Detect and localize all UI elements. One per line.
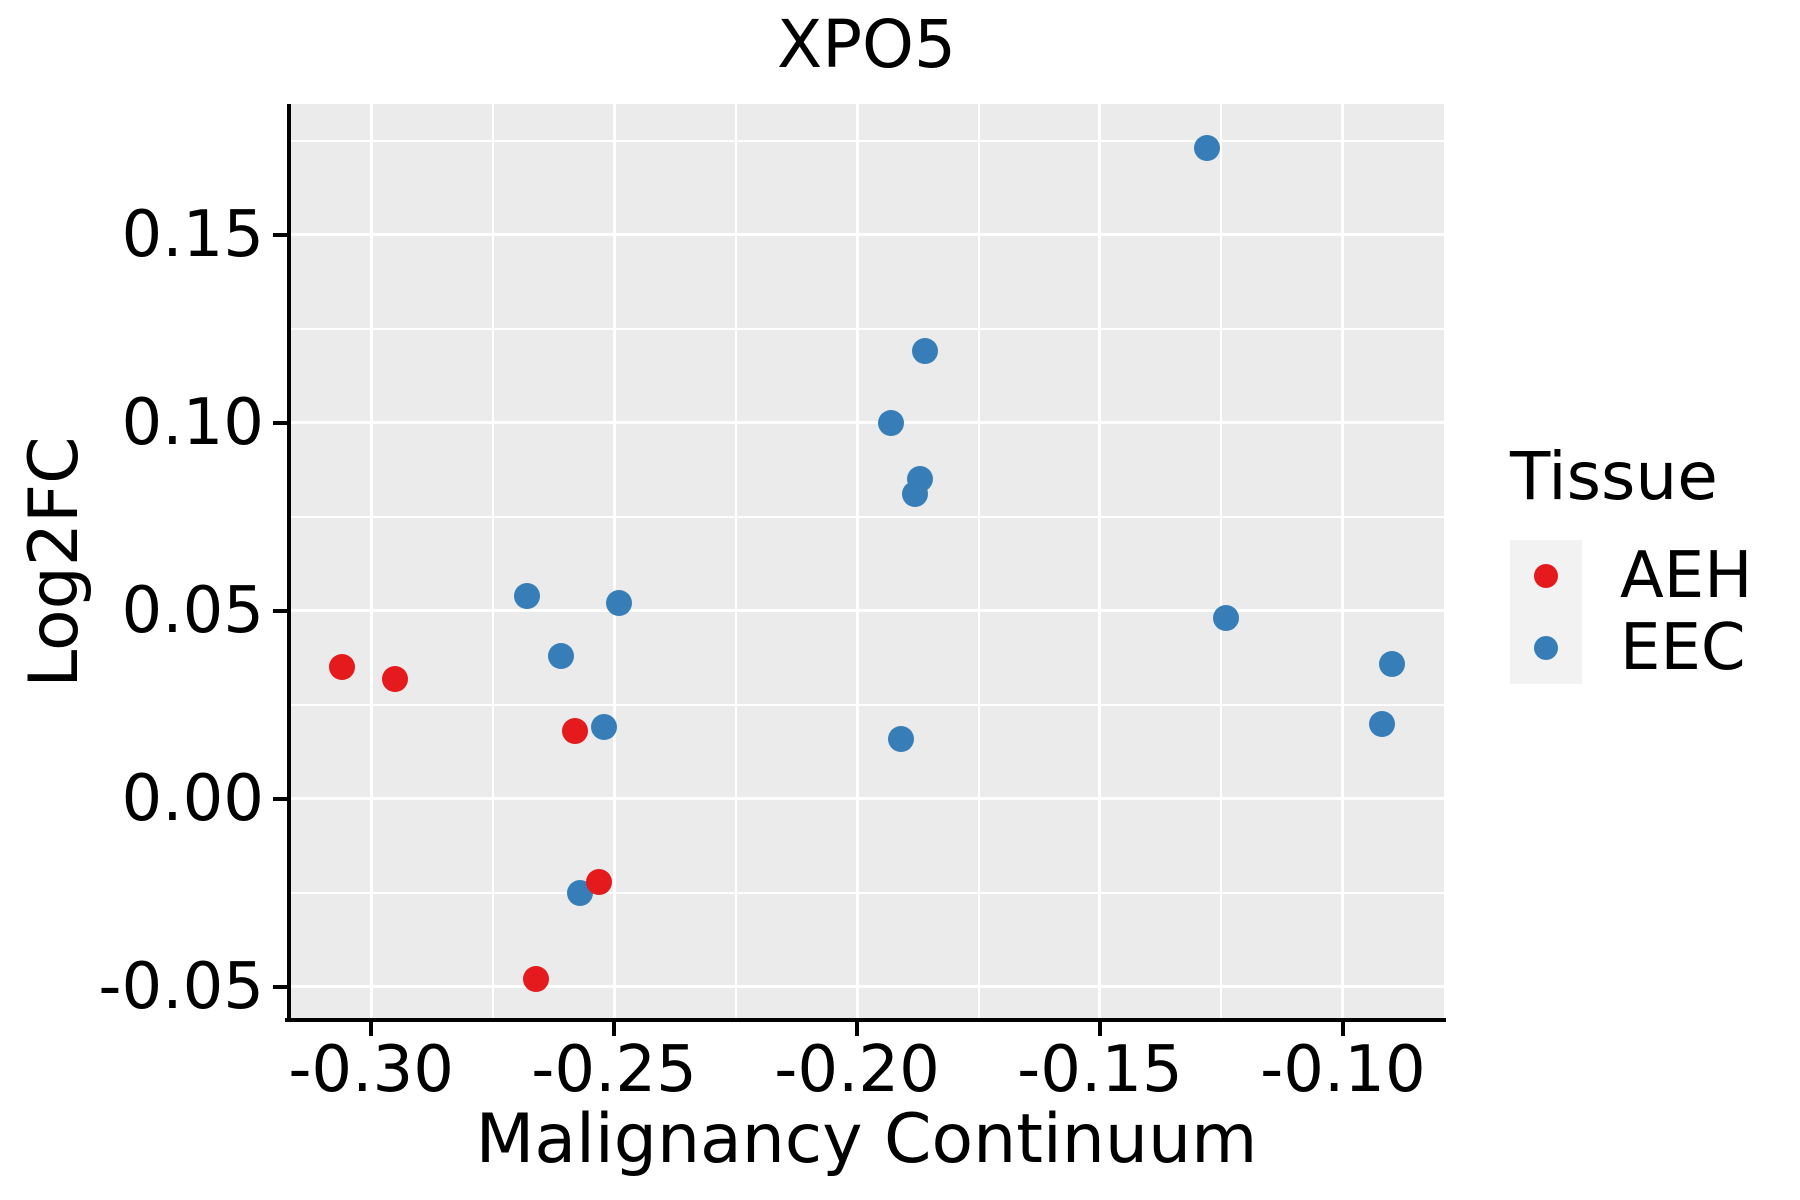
- y-tick-label: 0.15: [121, 197, 265, 272]
- x-tick-mark: [855, 1022, 860, 1036]
- minor-gridline-x: [1220, 104, 1223, 1020]
- major-gridline-x: [1341, 104, 1345, 1020]
- minor-gridline-x: [977, 104, 980, 1020]
- x-tick-label: -0.15: [1017, 1033, 1183, 1107]
- y-tick-label: -0.05: [98, 949, 264, 1024]
- legend-label: EEC: [1620, 611, 1746, 685]
- major-gridline-y: [289, 797, 1444, 801]
- x-tick-label: -0.10: [1260, 1033, 1426, 1107]
- x-axis-title: Malignancy Continuum: [475, 1100, 1258, 1179]
- x-tick-mark: [1097, 1022, 1102, 1036]
- data-point-eec: [907, 466, 934, 493]
- x-tick-mark: [369, 1022, 374, 1036]
- aeh-dot-icon: [1534, 564, 1558, 588]
- minor-gridline-y: [289, 891, 1444, 894]
- major-gridline-y: [289, 985, 1444, 989]
- y-tick-mark: [273, 984, 287, 989]
- data-point-eec: [605, 590, 632, 617]
- y-tick-mark: [273, 796, 287, 801]
- data-point-eec: [887, 725, 914, 752]
- legend-key: [1510, 540, 1582, 612]
- chart-title: XPO5: [777, 6, 956, 83]
- major-gridline-y: [289, 421, 1444, 425]
- minor-gridline-y: [289, 703, 1444, 706]
- y-tick-mark: [273, 232, 287, 237]
- data-point-eec: [547, 643, 574, 669]
- data-point-aeh: [562, 718, 589, 745]
- x-tick-mark: [1340, 1022, 1345, 1036]
- data-point-eec: [912, 338, 939, 365]
- y-axis-spine: [287, 104, 291, 1022]
- major-gridline-x: [612, 104, 616, 1020]
- x-tick-label: -0.30: [288, 1033, 454, 1107]
- legend-key: [1510, 612, 1582, 684]
- data-point-eec: [878, 409, 905, 436]
- minor-gridline-y: [289, 515, 1444, 518]
- x-tick-label: -0.20: [774, 1033, 940, 1107]
- y-tick-label: 0.10: [121, 385, 265, 460]
- data-point-aeh: [586, 868, 613, 895]
- legend-entries: AEH EEC: [1510, 540, 1752, 684]
- data-point-eec: [1378, 650, 1405, 677]
- data-point-eec: [1193, 135, 1220, 162]
- minor-gridline-x: [734, 104, 737, 1020]
- data-point-aeh: [382, 665, 409, 692]
- data-point-eec: [1368, 710, 1395, 737]
- y-axis-title: Log2FC: [15, 436, 94, 688]
- data-point-eec: [1213, 605, 1240, 632]
- y-tick-mark: [273, 420, 287, 425]
- legend-label: AEH: [1620, 539, 1753, 613]
- y-tick-mark: [273, 608, 287, 613]
- x-tick-label: -0.25: [531, 1033, 697, 1107]
- major-gridline-x: [1098, 104, 1102, 1020]
- major-gridline-x: [369, 104, 373, 1020]
- data-point-eec: [591, 714, 618, 741]
- major-gridline-x: [855, 104, 859, 1020]
- eec-dot-icon: [1534, 636, 1558, 660]
- data-point-eec: [513, 582, 540, 609]
- minor-gridline-y: [289, 139, 1444, 142]
- legend: Tissue AEH EEC: [1510, 444, 1752, 684]
- x-tick-mark: [612, 1022, 617, 1036]
- legend-entry-eec: EEC: [1510, 612, 1752, 684]
- y-tick-label: 0.05: [121, 573, 265, 648]
- data-point-aeh: [523, 966, 550, 993]
- data-point-aeh: [328, 654, 355, 681]
- major-gridline-y: [289, 233, 1444, 237]
- minor-gridline-x: [491, 104, 494, 1020]
- minor-gridline-y: [289, 327, 1444, 330]
- major-gridline-y: [289, 609, 1444, 613]
- plot-area: [289, 104, 1444, 1020]
- legend-entry-aeh: AEH: [1510, 540, 1752, 612]
- x-axis-spine: [285, 1018, 1446, 1022]
- legend-title: Tissue: [1510, 438, 1718, 515]
- y-tick-label: 0.00: [121, 761, 265, 836]
